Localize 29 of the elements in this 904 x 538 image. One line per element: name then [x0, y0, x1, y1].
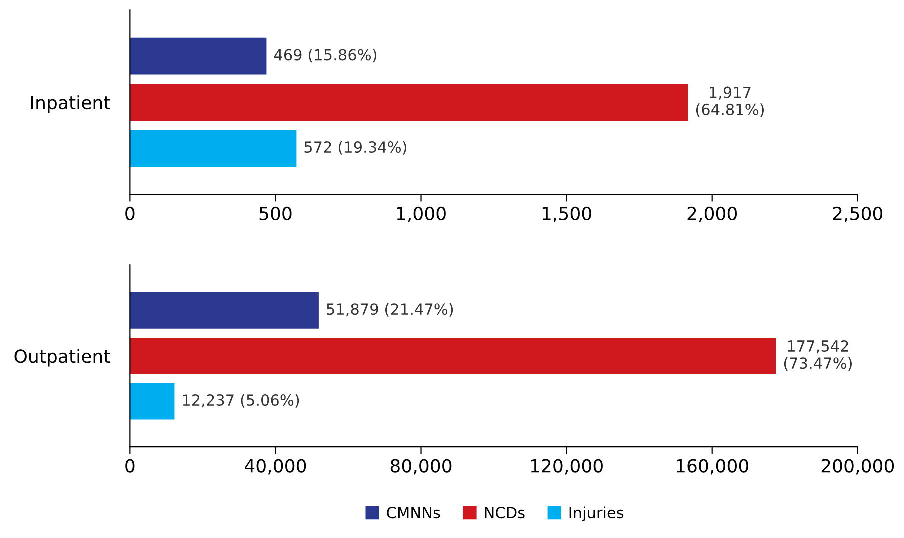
- data-label: 12,237 (5.06%): [183, 394, 300, 408]
- bar: [130, 130, 297, 168]
- data-label: 572 (19.34%): [304, 141, 406, 155]
- y-tick-label: Outpatient: [14, 349, 110, 367]
- legend-label: NCDs: [485, 507, 525, 519]
- x-tick-label: 2,000: [688, 206, 737, 222]
- bar: [130, 338, 776, 374]
- x-tick-label: 1,500: [542, 206, 592, 222]
- legend-label: CMNNs: [387, 507, 440, 519]
- x-tick-label: 160,000: [677, 459, 748, 475]
- bar: [130, 38, 267, 75]
- x-tick-label: 0: [126, 206, 135, 221]
- x-tick-label: 120,000: [531, 459, 603, 475]
- bar: [130, 383, 175, 420]
- x-tick-label: 40,000: [245, 459, 306, 475]
- legend-label: Injuries: [570, 506, 624, 522]
- data-label: 469 (15.86%): [274, 48, 377, 63]
- x-tick-label: 2,500: [833, 206, 883, 222]
- x-tick-label: 200,000: [822, 459, 894, 475]
- y-tick-label: Inpatient: [31, 96, 110, 114]
- x-tick-label: 1,000: [397, 206, 446, 222]
- x-tick-label: 500: [260, 206, 292, 221]
- data-label: 1,917 (64.81%): [696, 86, 764, 118]
- bar: [130, 84, 688, 121]
- data-label: 177,542 (73.47%): [784, 340, 852, 371]
- x-tick-label: 80,000: [390, 459, 452, 475]
- data-label: 51,879 (21.47%): [327, 303, 454, 317]
- bar: [130, 292, 319, 329]
- x-tick-label: 0: [126, 459, 135, 473]
